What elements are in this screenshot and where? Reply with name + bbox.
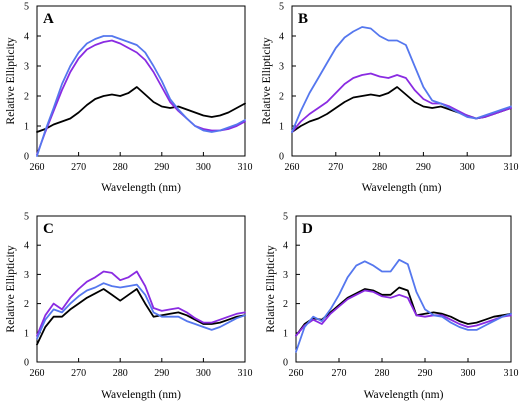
y-tick-label: 4 [279, 32, 284, 43]
y-tick-label: 1 [279, 122, 284, 133]
y-tick-label: 4 [283, 241, 288, 252]
plot-frame [295, 215, 512, 363]
series-line-2 [36, 270, 246, 337]
panel-label: A [43, 11, 54, 27]
series-line-1 [36, 288, 246, 346]
series-line-3 [295, 258, 512, 353]
y-tick-label: 3 [24, 270, 29, 281]
y-tick-label: 5 [24, 212, 29, 223]
y-axis-title: Relative Ellipticity [5, 37, 17, 124]
y-tick-label: 1 [24, 328, 29, 339]
panel-label: D [302, 221, 313, 237]
series-line-2 [295, 289, 512, 337]
x-tick-label: 280 [375, 368, 390, 379]
y-tick-label: 1 [283, 328, 288, 339]
x-tick-label: 270 [71, 368, 86, 379]
x-tick-label: 300 [461, 368, 476, 379]
y-tick-label: 4 [24, 241, 29, 252]
series-line-2 [291, 72, 512, 133]
y-tick-label: 2 [283, 299, 288, 310]
x-tick-label: 280 [113, 162, 128, 173]
series-line-1 [36, 86, 246, 133]
y-tick-label: 0 [24, 358, 29, 369]
x-tick-label: 310 [238, 368, 253, 379]
plot-frame [291, 5, 512, 157]
series-line-2 [36, 39, 246, 156]
y-tick-label: 2 [279, 92, 284, 103]
y-axis-title: Relative Ellipticity [261, 37, 273, 124]
y-tick-label: 5 [279, 2, 284, 13]
y-tick-label: 3 [279, 62, 284, 73]
y-tick-label: 0 [283, 358, 288, 369]
series-line-1 [291, 86, 512, 133]
plot-frame [36, 215, 246, 363]
y-tick-label: 3 [283, 270, 288, 281]
y-tick-label: 2 [24, 92, 29, 103]
series-line-1 [295, 286, 512, 337]
y-tick-label: 5 [283, 212, 288, 223]
x-tick-label: 310 [504, 368, 519, 379]
y-axis-title: Relative Ellipticity [5, 245, 17, 332]
series-line-3 [291, 26, 512, 133]
x-tick-label: 290 [416, 162, 431, 173]
x-tick-label: 260 [30, 368, 45, 379]
y-tick-label: 2 [24, 299, 29, 310]
x-axis-title: Wavelength (nm) [364, 389, 444, 401]
x-tick-label: 270 [328, 162, 343, 173]
x-tick-label: 280 [113, 368, 128, 379]
x-tick-label: 310 [504, 162, 519, 173]
x-axis-title: Wavelength (nm) [362, 182, 442, 194]
series-line-3 [36, 35, 246, 157]
panel-a: 0 1 2 3 4 5 260 270 280 290 300 310 Wavelength (nm) R… [5, 2, 253, 195]
x-tick-label: 270 [71, 162, 86, 173]
x-tick-label: 290 [154, 368, 169, 379]
x-tick-label: 290 [418, 368, 433, 379]
x-tick-label: 280 [372, 162, 387, 173]
y-tick-label: 3 [24, 62, 29, 73]
x-axis-title: Wavelength (nm) [101, 389, 181, 401]
series-line-3 [36, 282, 246, 340]
x-tick-label: 260 [289, 368, 304, 379]
panel-b: 0 1 2 3 4 5 260 270 280 290 300 310 Wavelength (nm) R… [261, 2, 519, 195]
x-tick-label: 270 [332, 368, 347, 379]
y-axis-title: Relative Ellipticity [265, 245, 277, 332]
x-axis-title: Wavelength (nm) [101, 182, 181, 194]
y-tick-label: 4 [24, 32, 29, 43]
y-tick-label: 0 [24, 152, 29, 163]
x-tick-label: 290 [154, 162, 169, 173]
y-tick-label: 1 [24, 122, 29, 133]
y-tick-label: 5 [24, 2, 29, 13]
panel-c: 0 1 2 3 4 5 260 270 280 290 300 310 Wavelength (nm) R… [5, 212, 253, 402]
x-tick-label: 260 [30, 162, 45, 173]
x-tick-label: 260 [285, 162, 300, 173]
panel-label: B [298, 11, 308, 27]
plot-frame [36, 5, 246, 157]
panel-d: 0 1 2 3 4 5 260 270 280 290 300 310 Wavelength (nm) R… [265, 212, 519, 402]
x-tick-label: 300 [196, 368, 211, 379]
panel-label: C [43, 221, 54, 237]
x-tick-label: 310 [238, 162, 253, 173]
x-tick-label: 300 [460, 162, 475, 173]
x-tick-label: 300 [196, 162, 211, 173]
y-tick-label: 0 [279, 152, 284, 163]
